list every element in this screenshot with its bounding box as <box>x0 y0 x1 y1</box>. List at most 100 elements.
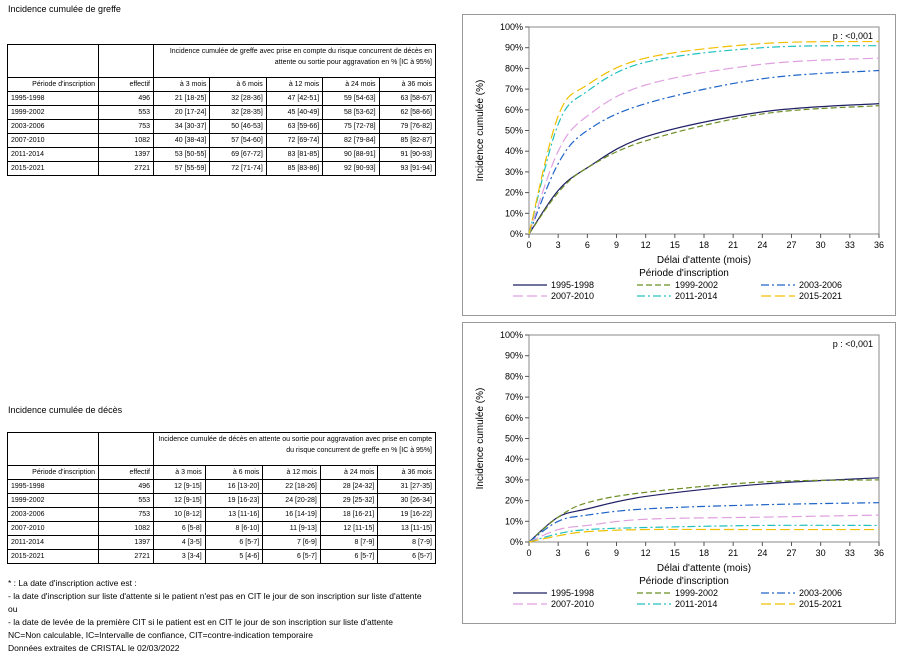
cell-value: 6 [5-8] <box>153 521 206 536</box>
series-line-1999-2002 <box>528 105 880 235</box>
x-tick-label: 21 <box>728 548 738 558</box>
cell-value: 6 [5-7] <box>377 549 436 564</box>
x-tick-label: 30 <box>816 548 826 558</box>
greffe-chart-panel: 0% 10% 20% 30% 40% 50% 60% 70% 80% 90% 100% 0 3 6 9 12 1… <box>462 14 896 316</box>
series-line-2003-2006 <box>528 502 880 543</box>
plot-area <box>528 334 880 543</box>
series-line-2011-2014 <box>528 45 880 235</box>
cell-effectif: 1082 <box>98 521 154 536</box>
cell-periode: 1995-1998 <box>7 91 99 106</box>
legend-entry: 1995-1998 <box>551 588 594 598</box>
table-row: 1999-2002 553 20 [17-24] 32 [28-35] 45 [40-4… <box>7 105 437 120</box>
deces-table: Incidence cumulée de décès en attente ou… <box>7 432 436 564</box>
y-tick-label: 80% <box>505 63 523 73</box>
x-tick-label: 36 <box>874 548 884 558</box>
column-header: à 6 mois <box>204 465 264 480</box>
cell-effectif: 553 <box>98 105 154 120</box>
table-header-row: Incidence cumulée de greffe avec prise e… <box>7 44 436 78</box>
y-tick-label: 60% <box>505 105 523 115</box>
blank-header-cell <box>7 44 99 78</box>
series-line-1995-1998 <box>528 477 880 543</box>
cell-value: 47 [42-51] <box>265 91 324 106</box>
cell-effectif: 2721 <box>98 161 154 176</box>
deces-section-title: Incidence cumulée de décès <box>8 405 123 415</box>
legend-entry: 2003-2006 <box>799 280 842 290</box>
x-tick-label: 33 <box>845 240 855 250</box>
cell-value: 93 [91-94] <box>378 161 437 176</box>
cell-value: 11 [9-13] <box>262 521 321 536</box>
column-header: à 6 mois <box>209 77 267 92</box>
y-tick-label: 80% <box>505 371 523 381</box>
cell-value: 21 [18-25] <box>152 91 211 106</box>
cell-value: 85 [83-86] <box>265 161 324 176</box>
cell-periode: 2003-2006 <box>7 507 99 522</box>
x-tick-label: 24 <box>757 240 767 250</box>
column-header: à 12 mois <box>265 77 324 92</box>
cell-value: 20 [17-24] <box>152 105 211 120</box>
x-tick-label: 0 <box>526 548 531 558</box>
x-tick-label: 18 <box>699 548 709 558</box>
cell-value: 5 [4-6] <box>204 549 264 564</box>
y-tick-label: 10% <box>505 208 523 218</box>
cell-effectif: 753 <box>98 119 154 134</box>
column-header-effectif: effectif <box>98 465 154 480</box>
x-tick-label: 27 <box>786 240 796 250</box>
cell-value: 57 [54-60] <box>209 133 267 148</box>
cell-value: 30 [26-34] <box>377 493 436 508</box>
y-tick-label: 100% <box>500 330 523 340</box>
cell-value: 6 [5-7] <box>204 535 264 550</box>
blank-header-cell <box>98 432 154 466</box>
column-header-periode: Période d'inscription <box>7 465 99 480</box>
legend-entry: 2007-2010 <box>551 291 594 301</box>
column-header: à 24 mois <box>319 465 379 480</box>
cell-value: 4 [3-5] <box>153 535 206 550</box>
cell-value: 10 [8-12] <box>153 507 206 522</box>
table-row: 1999-2002 553 12 [9-15] 19 [16-23] 24 [20-28… <box>7 493 436 508</box>
x-tick-label: 3 <box>556 548 561 558</box>
table-column-header-row: Période d'inscription effectif à 3 mois à 6… <box>7 77 437 92</box>
legend-entry: 2011-2014 <box>675 599 717 609</box>
x-tick-label: 0 <box>526 240 531 250</box>
p-value-annotation: p : <0,001 <box>833 31 873 41</box>
cell-value: 91 [90-93] <box>378 147 437 162</box>
column-header: à 24 mois <box>322 77 380 92</box>
cell-value: 79 [76-82] <box>378 119 437 134</box>
x-tick-label: 36 <box>874 240 884 250</box>
greffe-table: Incidence cumulée de greffe avec prise e… <box>7 44 437 176</box>
legend-entry: 1999-2002 <box>675 588 718 598</box>
cell-value: 19 [16-23] <box>204 493 264 508</box>
cell-effectif: 1082 <box>98 133 154 148</box>
cell-value: 62 [58-66] <box>378 105 437 120</box>
table-row: 2015-2021 2721 3 [3-4] 5 [4-6] 6 [5-7] 6 [5-7… <box>7 549 436 564</box>
table-row: 2003-2006 753 10 [8-12] 13 [11-16] 16 [14-19… <box>7 507 436 522</box>
blank-header-cell <box>98 44 154 78</box>
x-axis-label: Délai d'attente (mois) <box>657 255 751 266</box>
cell-effectif: 496 <box>98 479 154 494</box>
x-tick-label: 6 <box>585 240 590 250</box>
cell-value: 8 [6-10] <box>204 521 264 536</box>
cell-value: 72 [69-74] <box>265 133 324 148</box>
cell-periode: 2007-2010 <box>7 521 99 536</box>
cell-value: 75 [72-78] <box>322 119 380 134</box>
table-row: 2003-2006 753 34 [30-37] 50 [46-53] 63 [59-6… <box>7 119 437 134</box>
y-tick-label: 0% <box>510 229 523 239</box>
cell-value: 31 [27-35] <box>377 479 436 494</box>
cell-value: 16 [13-20] <box>204 479 264 494</box>
column-header: à 3 mois <box>153 465 206 480</box>
table-header-row: Incidence cumulée de décès en attente ou… <box>7 432 436 466</box>
legend-entry: 2003-2006 <box>799 588 842 598</box>
cell-value: 58 [53-62] <box>322 105 380 120</box>
cell-periode: 2003-2006 <box>7 119 99 134</box>
cell-periode: 1995-1998 <box>7 479 99 494</box>
table-row: 2015-2021 2721 57 [55-59] 72 [71-74] 85 [83-… <box>7 161 437 176</box>
table-group-header: Incidence cumulée de décès en attente ou… <box>153 432 436 466</box>
legend-entry: 2015-2021 <box>799 291 842 301</box>
cell-value: 8 [7-9] <box>319 535 379 550</box>
x-tick-label: 3 <box>556 240 561 250</box>
cell-value: 7 [6-9] <box>262 535 321 550</box>
cell-effectif: 1397 <box>98 535 154 550</box>
cell-effectif: 753 <box>98 507 154 522</box>
deces-chart-panel: 0% 10% 20% 30% 40% 50% 60% 70% 80% 90% 100% 0 3 6 9 12 1… <box>462 322 896 624</box>
legend-entry: 2015-2021 <box>799 599 842 609</box>
cell-value: 12 [11-15] <box>319 521 379 536</box>
